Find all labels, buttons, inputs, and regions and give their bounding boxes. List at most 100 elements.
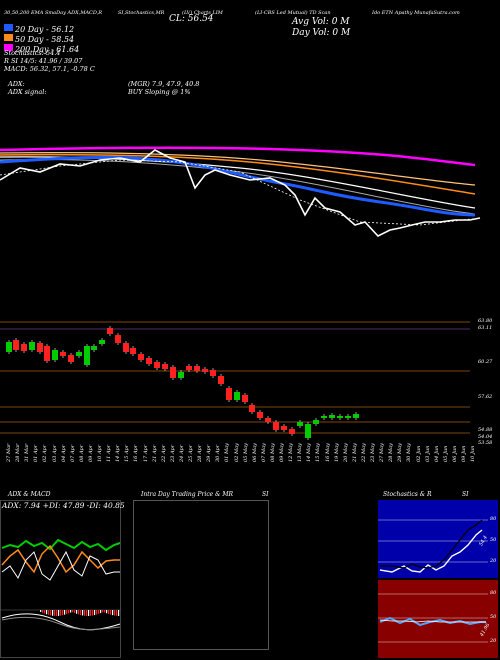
stoch-panel-title: Stochastics & R: [383, 491, 432, 498]
adx-values: ADX: 7.94 +DI: 47.89 -DI: 40.85: [2, 501, 125, 510]
price-tick-3: 60.27: [478, 359, 493, 365]
macd-histogram-bar: [108, 610, 110, 614]
legend-ma20: 20 Day - 56.12: [4, 17, 74, 36]
candle-body: [154, 362, 160, 368]
macd-histogram-bar: [50, 610, 52, 616]
macd-histogram-bar: [82, 610, 84, 616]
macd-histogram-bar: [94, 610, 96, 616]
intraday-mr-panel: [133, 500, 269, 650]
stoch-tick-20: 20: [490, 558, 497, 564]
header-site: Ido ETN Apathy MunafaSutra.com: [372, 10, 460, 16]
macd-histogram-bar: [46, 610, 48, 615]
candle-body: [130, 348, 136, 354]
candle-body: [170, 367, 176, 378]
macd-histogram-bar: [62, 610, 64, 616]
signal-text: BUY Sloping @ 1%: [128, 88, 191, 96]
candle-body: [21, 344, 27, 351]
candle-body: [186, 366, 192, 370]
rsi-readout: R SI 14/5: 41.96 / 39.07: [4, 57, 83, 65]
adx-value: (MGR) 7.9, 47.9, 40.8: [128, 80, 200, 88]
macd-histogram-bar: [88, 610, 90, 616]
close-price: CL: 56.54: [169, 14, 214, 24]
candle-body: [242, 395, 248, 402]
macd-histogram-bar: [86, 610, 88, 616]
price-tick-5: 54.88: [478, 427, 493, 433]
macd-histogram-bar: [52, 610, 54, 616]
ma50-label: 50 Day - 58.54: [15, 35, 75, 44]
macd-histogram-bar: [54, 610, 56, 616]
price-dotted-line: [0, 159, 481, 226]
price-tick-2: 63.11: [478, 325, 493, 331]
candle-body: [353, 414, 359, 418]
macd-histogram-bar: [40, 610, 42, 612]
candle-body: [249, 405, 255, 412]
macd-histogram-bar: [72, 610, 74, 613]
candle-body: [68, 355, 74, 362]
macd-histogram-bar: [100, 610, 102, 614]
header-scan: (LI-CBS Led Mutual) TD Scan: [255, 10, 331, 16]
price-tick-1: 63.80: [478, 318, 493, 324]
macd-histogram-bar: [42, 610, 44, 613]
macd-histogram-bar: [74, 610, 76, 614]
mr-panel-title: Intra Day Trading Price & MR: [141, 491, 234, 498]
ma20-label: 20 Day - 56.12: [15, 25, 75, 34]
macd-histogram-bar: [90, 610, 92, 616]
macd-histogram-bar: [104, 610, 106, 613]
candle-body: [337, 416, 343, 418]
candle-body: [257, 412, 263, 418]
candle-body: [273, 422, 279, 430]
ma20-line: [0, 155, 476, 217]
price-tick-4: 57.62: [478, 394, 493, 400]
price-tick-6: 54.04: [478, 434, 493, 440]
candle-body: [281, 426, 287, 430]
macd-readout: MACD: 56.32, 57.1, -0.78 C: [4, 65, 95, 73]
macd-histogram-bar: [80, 610, 82, 616]
stoch-tick-80: 80: [490, 516, 497, 522]
header-oscillators: SI,Stochastics,MR: [118, 10, 165, 16]
moving-average-chart: [0, 146, 481, 237]
price-tick-7: 53.58: [478, 440, 493, 446]
stoch-tick-50: 50: [490, 537, 497, 543]
rsi-panel: [378, 580, 498, 658]
ma200-swatch: [4, 44, 13, 51]
rsi-tick-20: 20: [490, 638, 497, 644]
candle-body: [29, 342, 35, 350]
candle-body: [76, 352, 82, 356]
candle-body: [115, 335, 121, 343]
candle-body: [44, 346, 50, 361]
candle-body: [194, 366, 200, 371]
ma50-line: [0, 153, 476, 195]
macd-histogram-bar: [78, 610, 80, 615]
legend-ma50: 50 Day - 58.54: [4, 27, 74, 46]
ma50-swatch: [4, 34, 13, 41]
adx-panel: [0, 500, 121, 658]
candle-body: [138, 354, 144, 360]
legend-ma200: 200 Day - 61.64: [4, 37, 79, 56]
macd-histogram-bar: [84, 610, 86, 616]
macd-histogram-bar: [116, 610, 118, 616]
candle-body: [297, 422, 303, 426]
header-indicators: 30,50,200 EMA SmaDay ADX,MACD,R: [4, 10, 103, 16]
macd-histogram-bar: [66, 610, 68, 615]
rsi-tick-80: 80: [490, 590, 497, 596]
si-panel-title: SI: [262, 491, 269, 498]
candle-body: [60, 352, 66, 356]
avg-volume: Avg Vol: 0 M: [292, 17, 350, 27]
macd-histogram-bar: [60, 610, 62, 616]
ma200-line: [0, 146, 476, 167]
rsi-tick-50: 50: [490, 614, 497, 620]
macd-histogram-bar: [58, 610, 60, 616]
candle-body: [210, 370, 216, 376]
candle-body: [123, 343, 129, 352]
macd-histogram-bar: [112, 610, 114, 616]
macd-histogram-bar: [68, 610, 70, 614]
macd-histogram-bar: [44, 610, 46, 614]
candle-body: [99, 340, 105, 344]
macd-histogram-bar: [56, 610, 58, 616]
price-line: [0, 149, 481, 237]
candle-body: [265, 418, 271, 422]
macd-histogram-bar: [114, 610, 116, 616]
stoch-readout: Stochastics: 54.4: [4, 49, 61, 57]
macd-histogram-bar: [96, 610, 98, 615]
